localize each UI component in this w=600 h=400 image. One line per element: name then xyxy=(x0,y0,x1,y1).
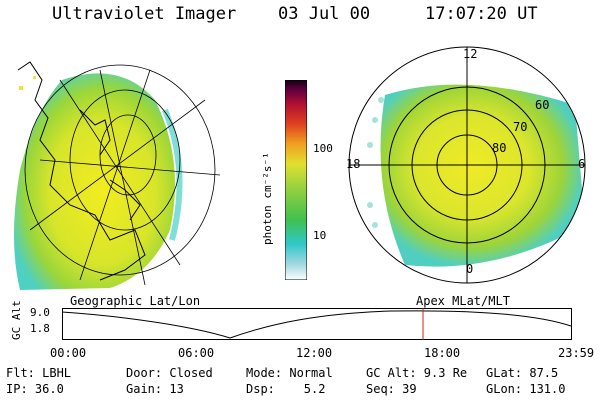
lat-label-60: 60 xyxy=(535,98,550,112)
polar-grid xyxy=(348,46,586,284)
info-door: Door: Closed xyxy=(126,366,213,380)
yellow-markers xyxy=(19,76,36,90)
altitude-tick-high: 9.0 xyxy=(30,306,50,319)
mlt-label-18: 18 xyxy=(346,157,361,171)
instrument-title: Ultraviolet Imager xyxy=(52,4,237,24)
polar-dots xyxy=(367,97,384,228)
info-flt: Flt: LBHL xyxy=(6,366,72,380)
mlt-label-6: 6 xyxy=(578,157,586,171)
mlt-label-0: 0 xyxy=(466,262,474,276)
colorbar-tick-100: 100 xyxy=(313,142,333,155)
time-tick-2359: 23:59 xyxy=(558,346,595,360)
info-ip: IP: 36.0 xyxy=(6,382,64,396)
info-gain: Gain: 13 xyxy=(126,382,184,396)
info-dsp: Dsp: 5.2 xyxy=(246,382,326,396)
geographic-image-panel xyxy=(14,61,221,290)
info-glon: GLon: 131.0 xyxy=(486,382,566,396)
colorbar-tick-10: 10 xyxy=(313,229,327,242)
time-tick-1200: 12:00 xyxy=(296,346,333,360)
time-label: 17:07:20 UT xyxy=(425,4,538,24)
info-gc-alt: GC Alt: 9.3 Re xyxy=(366,366,468,380)
altitude-axis-label: GC Alt xyxy=(10,300,23,340)
time-tick-1800: 18:00 xyxy=(424,346,461,360)
info-glat: GLat: 87.5 xyxy=(486,366,559,380)
altitude-strip xyxy=(62,308,572,340)
coastline xyxy=(17,61,146,281)
grid-lines xyxy=(24,64,221,286)
colorbar-unit-label: photon cm⁻²s⁻¹ xyxy=(261,152,274,245)
time-tick-0000: 00:00 xyxy=(50,346,87,360)
altitude-tick-low: 1.8 xyxy=(30,322,50,335)
date-label: 03 Jul 00 xyxy=(278,4,371,24)
left-panel-label: Geographic Lat/Lon xyxy=(70,294,201,308)
polar-plot xyxy=(348,46,586,284)
colorbar xyxy=(285,80,307,280)
time-tick-0600: 06:00 xyxy=(178,346,215,360)
info-mode: Mode: Normal xyxy=(246,366,333,380)
right-panel-label: Apex MLat/MLT xyxy=(416,294,510,308)
polar-aurora xyxy=(380,84,585,267)
info-seq: Seq: 39 xyxy=(366,382,417,396)
lat-label-80: 80 xyxy=(492,141,507,155)
lat-label-70: 70 xyxy=(513,120,528,134)
altitude-curve xyxy=(62,310,572,339)
mlt-label-12: 12 xyxy=(463,47,478,61)
